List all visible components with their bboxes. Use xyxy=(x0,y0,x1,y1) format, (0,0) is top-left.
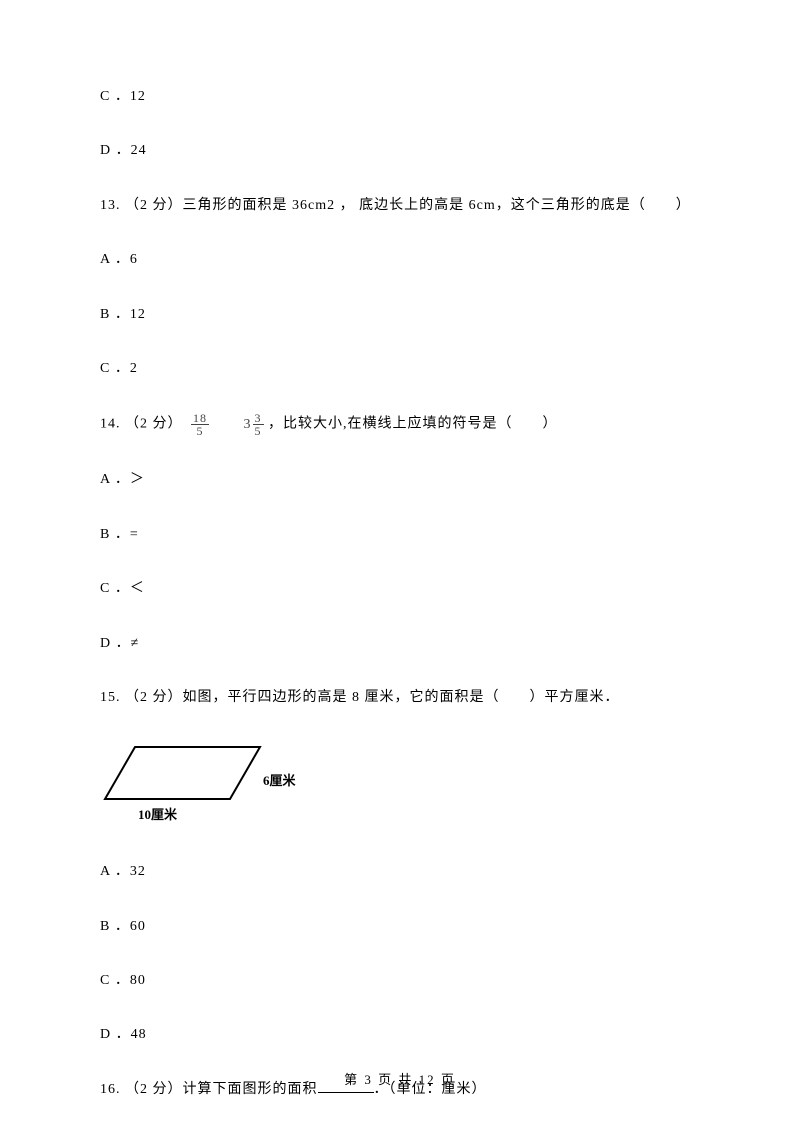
q13-option-a: A ．6 xyxy=(100,249,700,271)
q15-figure: 6厘米 10厘米 xyxy=(100,741,700,831)
q14-option-a: A ．＞ xyxy=(100,469,700,491)
q14-option-b: B ．= xyxy=(100,524,700,546)
base-label: 10厘米 xyxy=(138,807,178,822)
q14-suffix: ，比较大小,在横线上应填的符号是（ ） xyxy=(268,417,558,432)
q15-option-b: B ．60 xyxy=(100,916,700,938)
q14-prefix: 14. （2 分） xyxy=(100,417,183,432)
q13-option-c: C ．2 xyxy=(100,358,700,380)
page-footer: 第 3 页 共 12 页 xyxy=(0,1069,800,1088)
q13-stem: 13. （2 分）三角形的面积是 36cm2 ， 底边长上的高是 6cm，这个三… xyxy=(100,195,700,217)
q14-mixed-number: 3 3 5 xyxy=(244,412,264,437)
q15-stem: 15. （2 分）如图，平行四边形的高是 8 厘米，它的面积是（ ）平方厘米． xyxy=(100,687,700,709)
q15-option-d: D ．48 xyxy=(100,1024,700,1046)
q15-option-c: C ．80 xyxy=(100,970,700,992)
q13-option-b: B ．12 xyxy=(100,304,700,326)
q14-fraction-1: 18 5 xyxy=(191,412,209,437)
page-content: C ．12 D ．24 13. （2 分）三角形的面积是 36cm2 ， 底边长… xyxy=(0,0,800,1101)
q14-stem: 14. （2 分） 18 5 3 3 5 ，比较大小,在横线上应填的符号是（ ） xyxy=(100,412,700,437)
q14-option-d: D ．≠ xyxy=(100,633,700,655)
q14-option-c: C ．＜ xyxy=(100,578,700,600)
side-label: 6厘米 xyxy=(263,773,297,788)
parallelogram-svg: 6厘米 10厘米 xyxy=(100,741,300,826)
mixed-whole: 3 xyxy=(244,414,252,436)
mixed-fraction: 3 5 xyxy=(253,412,264,437)
option-d: D ．24 xyxy=(100,140,700,162)
parallelogram-shape xyxy=(105,747,260,799)
fraction-denominator: 5 xyxy=(191,425,209,437)
q15-option-a: A ．32 xyxy=(100,861,700,883)
fraction-denominator: 5 xyxy=(253,425,264,437)
option-c: C ．12 xyxy=(100,86,700,108)
